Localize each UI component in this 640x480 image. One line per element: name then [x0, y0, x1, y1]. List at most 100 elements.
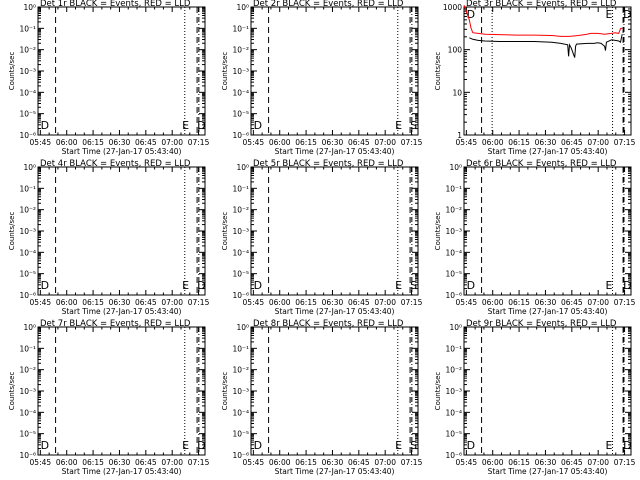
x-axis-label: Start Time (27-Jan-17 05:43:40) [275, 307, 395, 316]
plot-frame [463, 6, 632, 136]
x-axis-label: Start Time (27-Jan-17 05:43:40) [62, 147, 182, 156]
x-tick-label: 06:45 [135, 138, 157, 147]
y-tick-label: 100 [448, 46, 463, 55]
y-tick-label: 10⁻³ [19, 387, 36, 396]
x-tick-label: 06:45 [561, 458, 583, 467]
x-tick-label: 07:00 [587, 458, 609, 467]
plot-frame [250, 6, 419, 136]
annotation-label: E [606, 279, 613, 292]
y-axis-label: Counts/sec [8, 212, 16, 251]
detector-panel: Det 8r BLACK = Events, RED = LLD 05:45 06:… [221, 319, 423, 476]
y-tick-label: 10 [452, 88, 462, 97]
x-tick-label: 06:15 [508, 138, 530, 147]
x-tick-label: 07:15 [401, 298, 423, 307]
x-axis-label: Start Time (27-Jan-17 05:43:40) [488, 147, 608, 156]
annotation-label: D [623, 8, 631, 21]
annotation-label: D [41, 279, 49, 292]
y-tick-label: 10⁻³ [445, 227, 462, 236]
y-tick-label: 10⁻⁵ [232, 110, 249, 119]
y-tick-label: 10⁻⁶ [445, 451, 462, 460]
y-axis-label: Counts/sec [221, 52, 229, 91]
x-tick-label: 06:00 [482, 458, 504, 467]
annotation-label: D [467, 439, 475, 452]
x-tick-label: 06:15 [508, 298, 530, 307]
annotation-label: E [395, 119, 402, 132]
x-tick-label: 06:00 [269, 298, 291, 307]
y-tick-label: 10⁻⁶ [19, 451, 36, 460]
detector-panel: Det 5r BLACK = Events, RED = LLD 05:45 06:… [221, 159, 423, 316]
x-tick-label: 06:15 [508, 458, 530, 467]
panel-title: Det 9r BLACK = Events, RED = LLD [466, 319, 617, 329]
x-tick-label: 05:45 [456, 138, 478, 147]
x-axis-label: Start Time (27-Jan-17 05:43:40) [275, 147, 395, 156]
panel-title: Det 8r BLACK = Events, RED = LLD [253, 319, 404, 329]
y-tick-label: 10⁻² [445, 366, 462, 375]
plot-frame [37, 326, 206, 456]
detector-panel: Det 3r BLACK = Events, RED = LLD 05:45 06:… [434, 0, 636, 156]
y-tick-label: 10⁻¹ [19, 344, 36, 353]
y-tick-label: 10⁻⁴ [19, 408, 36, 417]
annotation-label: D [197, 119, 205, 132]
panel-title: Det 5r BLACK = Events, RED = LLD [253, 159, 404, 169]
y-tick-label: 10⁻¹ [19, 24, 36, 33]
x-tick-label: 07:15 [614, 458, 636, 467]
x-tick-label: 07:00 [587, 298, 609, 307]
detector-panel: Det 9r BLACK = Events, RED = LLD 05:45 06:… [434, 319, 636, 476]
x-tick-label: 06:15 [295, 298, 317, 307]
y-tick-label: 10⁰ [236, 323, 249, 332]
x-axis-label: Start Time (27-Jan-17 05:43:40) [275, 467, 395, 476]
x-tick-label: 07:00 [161, 138, 183, 147]
x-tick-label: 06:45 [561, 298, 583, 307]
y-tick-label: 1 [457, 131, 462, 140]
plot-frame [250, 166, 419, 296]
annotation-label: D [623, 439, 631, 452]
detector-panel: Det 1r BLACK = Events, RED = LLD 05:45 06:… [8, 0, 210, 156]
x-tick-label: 06:45 [561, 138, 583, 147]
x-tick-label: 05:45 [30, 458, 52, 467]
x-tick-label: 06:15 [82, 298, 104, 307]
detector-panel: Det 4r BLACK = Events, RED = LLD 05:45 06:… [8, 159, 210, 316]
y-tick-label: 10⁻² [19, 366, 36, 375]
x-tick-label: 06:00 [269, 458, 291, 467]
y-tick-label: 10⁻⁴ [232, 248, 249, 257]
y-tick-label: 10⁻⁴ [19, 88, 36, 97]
y-axis-label: Counts/sec [434, 52, 442, 91]
y-tick-label: 10⁻⁵ [19, 110, 36, 119]
panel-title: Det 1r BLACK = Events, RED = LLD [40, 0, 191, 9]
annotation-label: D [623, 279, 631, 292]
x-tick-label: 06:00 [482, 298, 504, 307]
detector-panel: Det 6r BLACK = Events, RED = LLD 05:45 06:… [434, 159, 636, 316]
x-tick-label: 06:15 [295, 138, 317, 147]
y-tick-label: 10⁻² [19, 46, 36, 55]
x-tick-label: 07:00 [587, 138, 609, 147]
detector-panel: Det 7r BLACK = Events, RED = LLD 05:45 06:… [8, 319, 210, 476]
y-tick-label: 10⁻¹ [445, 344, 462, 353]
x-tick-label: 06:45 [348, 298, 370, 307]
x-tick-label: 05:45 [456, 298, 478, 307]
y-axis-label: Counts/sec [434, 372, 442, 411]
y-tick-label: 10⁻⁶ [232, 131, 249, 140]
x-tick-label: 06:30 [109, 298, 131, 307]
annotation-label: S [410, 279, 417, 292]
panel-title: Det 7r BLACK = Events, RED = LLD [40, 319, 191, 329]
annotation-label: D [467, 279, 475, 292]
y-tick-label: 10⁻³ [19, 227, 36, 236]
y-tick-label: 10⁻² [232, 206, 249, 215]
x-tick-label: 05:45 [243, 298, 265, 307]
plot-frame [37, 6, 206, 136]
panel-title: Det 2r BLACK = Events, RED = LLD [253, 0, 404, 9]
y-axis-label: Counts/sec [434, 212, 442, 251]
x-tick-label: 06:30 [109, 138, 131, 147]
y-tick-label: 10⁻¹ [19, 184, 36, 193]
y-tick-label: 10⁰ [23, 163, 36, 172]
y-tick-label: 10⁻⁶ [232, 291, 249, 300]
x-tick-label: 07:15 [188, 458, 210, 467]
x-tick-label: 06:30 [322, 298, 344, 307]
x-tick-label: 06:45 [348, 458, 370, 467]
annotation-label: E [182, 439, 189, 452]
plot-frame [37, 166, 206, 296]
y-tick-label: 10⁻³ [19, 67, 36, 76]
x-tick-label: 06:45 [135, 458, 157, 467]
x-tick-label: 05:45 [243, 138, 265, 147]
y-tick-label: 10⁻¹ [232, 344, 249, 353]
